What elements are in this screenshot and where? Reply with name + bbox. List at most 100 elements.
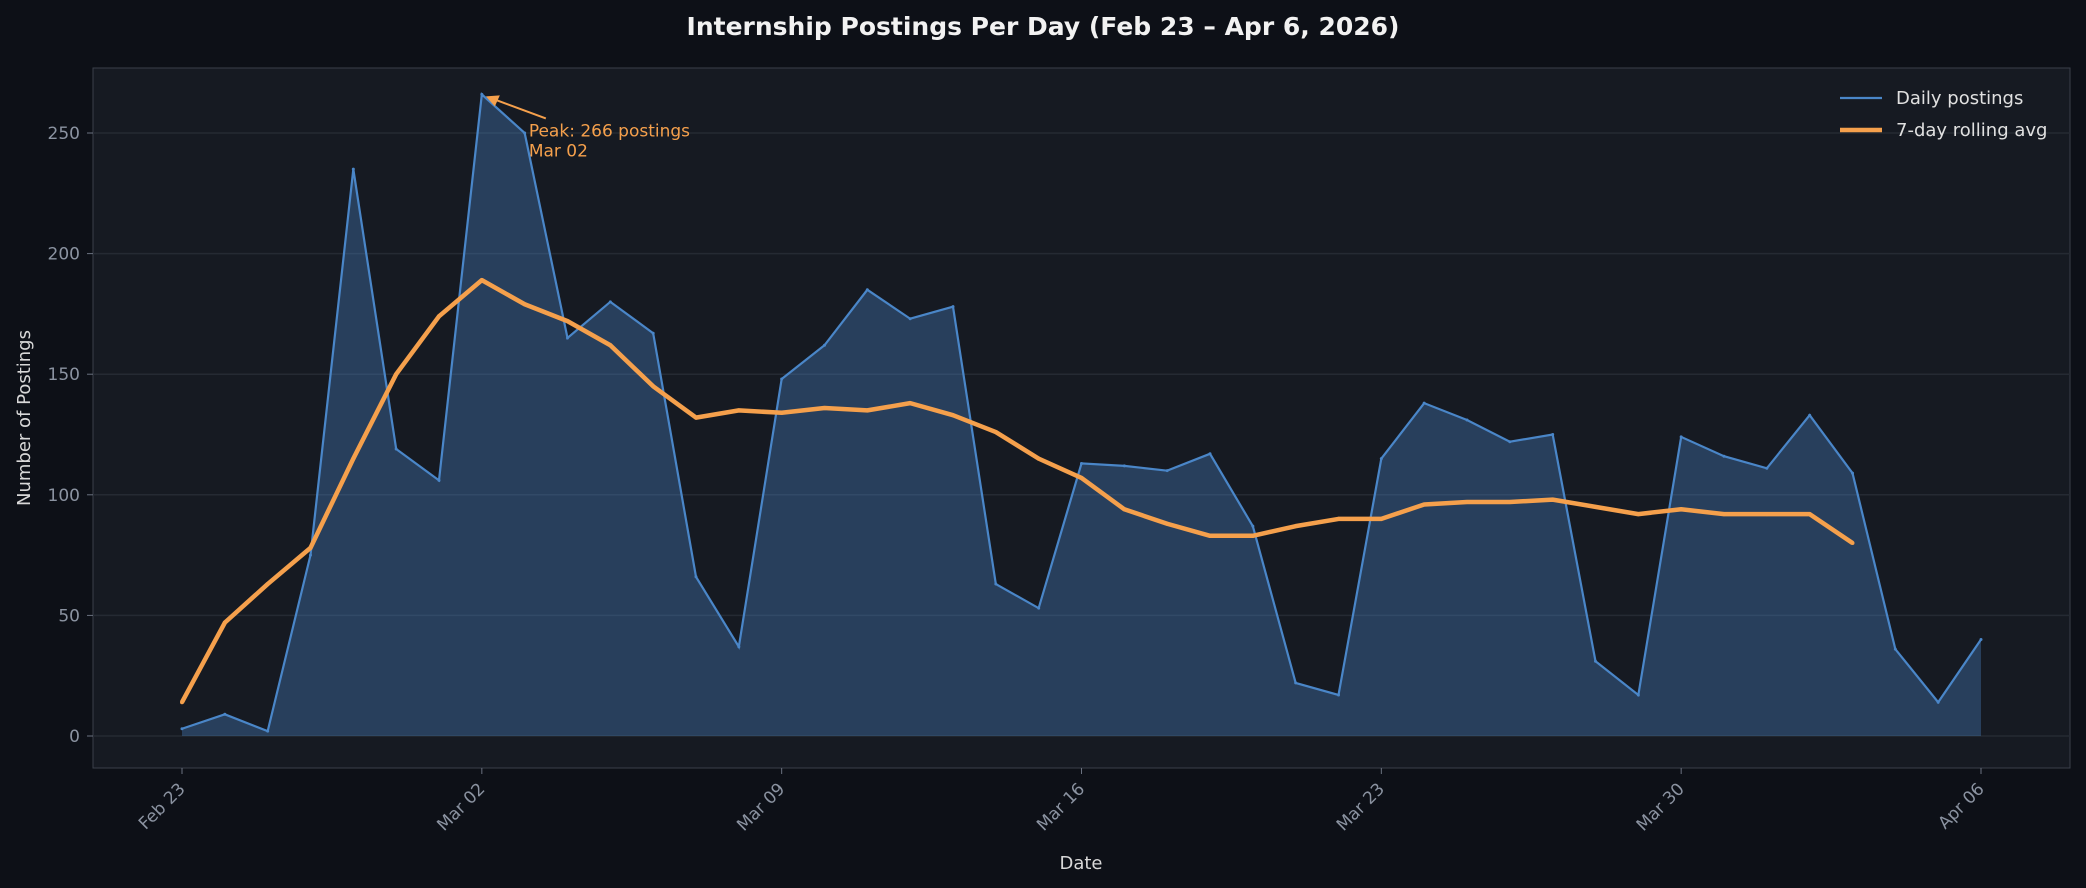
rolling-avg-line xyxy=(180,277,1854,704)
daily-point xyxy=(694,575,698,579)
daily-point xyxy=(994,582,998,586)
x-tick-label: Mar 02 xyxy=(433,779,489,835)
daily-point xyxy=(1251,524,1255,528)
rolling-point xyxy=(779,410,784,415)
annotation-text-line1: Peak: 266 postings xyxy=(529,121,690,141)
y-tick-label: 50 xyxy=(58,606,80,626)
rolling-point xyxy=(1550,497,1555,502)
rolling-point xyxy=(951,413,955,418)
daily-point xyxy=(1636,693,1640,697)
x-axis-label: Date xyxy=(1059,853,1102,874)
annotation-arrow xyxy=(491,97,547,120)
rolling-point xyxy=(437,314,441,319)
rolling-point xyxy=(1507,500,1512,505)
rolling-point xyxy=(180,700,184,705)
daily-point xyxy=(1851,471,1854,475)
y-tick-label: 150 xyxy=(48,365,80,385)
daily-point xyxy=(394,447,398,451)
rolling-point xyxy=(265,582,270,587)
daily-point xyxy=(908,317,912,321)
rolling-point xyxy=(822,405,827,410)
rolling-point xyxy=(736,408,741,413)
daily-point xyxy=(1337,693,1340,697)
x-tick-label: Mar 09 xyxy=(733,779,789,835)
rolling-point xyxy=(1379,516,1384,521)
daily-point xyxy=(480,92,484,96)
daily-point xyxy=(1037,606,1041,610)
x-tick-label: Apr 06 xyxy=(1934,779,1988,833)
rolling-point xyxy=(1208,533,1212,538)
plot-background xyxy=(92,67,2071,769)
rolling-point xyxy=(908,401,913,406)
daily-point xyxy=(351,167,355,171)
y-tick-label: 0 xyxy=(69,727,80,747)
daily-point xyxy=(1294,681,1298,685)
rolling-point xyxy=(694,415,698,420)
daily-point xyxy=(780,377,784,381)
rolling-point xyxy=(1336,516,1341,521)
daily-point xyxy=(865,288,869,292)
rolling-point xyxy=(1850,541,1855,546)
rolling-point xyxy=(1165,521,1170,526)
x-tick-label: Feb 23 xyxy=(135,779,190,834)
daily-point xyxy=(951,305,955,309)
rolling-point xyxy=(522,302,527,307)
rolling-point xyxy=(1036,456,1041,461)
annotation-arrowhead xyxy=(485,95,500,107)
rolling-point xyxy=(1722,512,1726,517)
chart-title: Internship Postings Per Day (Feb 23 – Ap… xyxy=(686,12,1400,41)
y-tick-label: 200 xyxy=(48,245,80,265)
annotation-text-line2: Mar 02 xyxy=(529,141,588,161)
rolling-point xyxy=(1807,512,1812,517)
legend-label-rolling: 7-day rolling avg xyxy=(1896,120,2047,141)
rolling-point xyxy=(1764,512,1769,517)
rolling-point xyxy=(222,620,227,625)
y-tick-label: 100 xyxy=(48,486,80,506)
daily-point xyxy=(1208,452,1212,456)
daily-point xyxy=(823,343,826,347)
rolling-point xyxy=(394,372,399,377)
daily-point xyxy=(523,131,527,135)
daily-point xyxy=(266,729,270,733)
daily-point xyxy=(223,712,227,716)
y-tick-label: 250 xyxy=(48,124,80,144)
daily-point xyxy=(1893,647,1897,651)
daily-point xyxy=(1508,440,1512,444)
x-tick-label: Mar 23 xyxy=(1333,779,1389,835)
daily-point xyxy=(1551,433,1555,436)
legend-label-daily: Daily postings xyxy=(1896,88,2023,109)
rolling-point xyxy=(1636,512,1641,517)
rolling-point xyxy=(608,343,613,348)
daily-point xyxy=(1379,457,1383,461)
rolling-point xyxy=(1079,475,1084,480)
daily-point xyxy=(1765,466,1769,470)
daily-point xyxy=(1122,464,1126,468)
daily-point xyxy=(1679,435,1683,439)
rolling-point xyxy=(1679,507,1684,512)
x-tick-label: Mar 16 xyxy=(1033,779,1089,835)
rolling-point xyxy=(308,545,313,550)
daily-point xyxy=(1722,454,1726,458)
rolling-point xyxy=(351,456,356,461)
daily-point xyxy=(1422,401,1426,405)
rolling-point xyxy=(1465,500,1469,505)
daily-postings-area xyxy=(182,94,1981,736)
daily-point xyxy=(1936,700,1940,704)
rolling-point xyxy=(1250,533,1255,538)
rolling-point xyxy=(565,319,570,324)
daily-point xyxy=(309,553,312,557)
peak-annotation: Peak: 266 postings Mar 02 xyxy=(485,95,690,161)
rolling-point xyxy=(1122,507,1127,512)
daily-point xyxy=(608,300,612,304)
x-tick-label: Mar 30 xyxy=(1633,779,1689,835)
rolling-point xyxy=(993,430,998,435)
daily-point xyxy=(180,727,184,731)
rolling-point xyxy=(651,384,656,389)
rolling-point xyxy=(479,278,484,283)
daily-point xyxy=(437,478,441,482)
legend: Daily postings 7-day rolling avg xyxy=(1840,88,2047,141)
daily-point xyxy=(1979,638,1983,642)
daily-point xyxy=(566,336,569,340)
y-axis-label: Number of Postings xyxy=(14,330,35,506)
